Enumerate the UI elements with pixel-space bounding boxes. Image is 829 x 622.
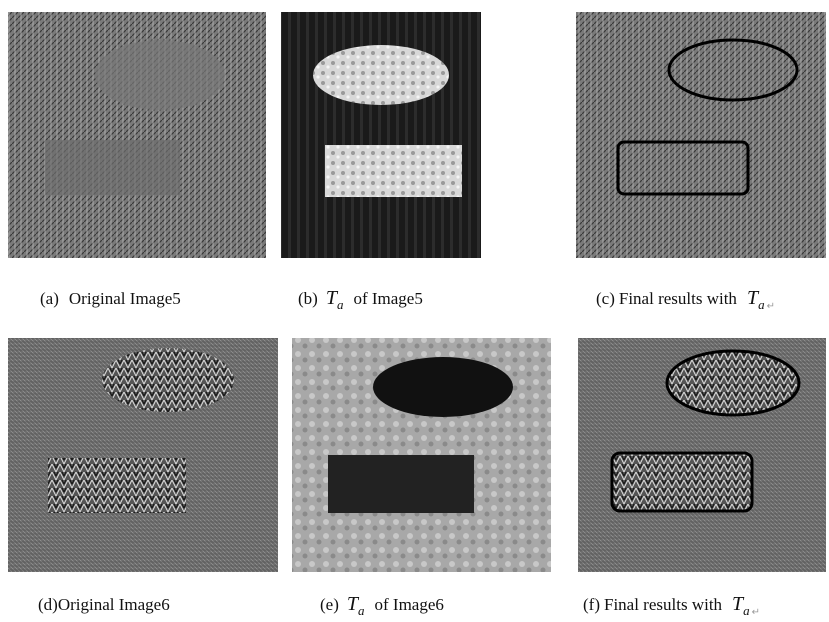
panel-d	[8, 338, 278, 572]
caption: Final results with	[604, 595, 723, 614]
panel-a	[8, 12, 266, 258]
subscript: a	[743, 603, 750, 617]
label: (b)	[298, 289, 318, 308]
ellipse-region	[373, 357, 513, 417]
label: (e)	[320, 595, 339, 614]
caption: Final results with	[619, 289, 738, 308]
panel-f	[578, 338, 826, 572]
rect-region	[325, 145, 462, 197]
label: (d)	[38, 595, 58, 614]
caption-a: (a) Original Image5	[40, 289, 181, 308]
caption: Original Image5	[69, 289, 181, 308]
panel-e	[292, 338, 551, 572]
caption-d: (d)Original Image6	[38, 595, 170, 614]
rect-region	[45, 140, 180, 195]
rect-outline	[612, 453, 752, 511]
ellipse-region	[313, 45, 449, 105]
caption: Original Image6	[58, 595, 170, 614]
label: (c)	[596, 289, 615, 308]
rect-region	[328, 455, 474, 513]
caption: of Image6	[375, 595, 444, 614]
subscript: a	[358, 603, 365, 617]
ellipse-region	[95, 40, 225, 110]
subscript: a	[337, 297, 344, 312]
caption: of Image5	[353, 289, 422, 308]
panel-c	[576, 12, 826, 258]
label: (f)	[583, 595, 600, 614]
label: (a)	[40, 289, 59, 308]
ellipse-region	[102, 348, 234, 412]
ellipse-outline	[667, 351, 799, 415]
subscript: a	[758, 297, 765, 312]
end-mark: ↵	[752, 607, 760, 617]
end-mark: ↵	[767, 301, 775, 312]
image	[576, 12, 826, 258]
rect-region	[48, 458, 186, 513]
panel-b	[281, 12, 481, 258]
page: {"figure": {"panels": [ {"label": "(a)",…	[0, 0, 829, 617]
figure: (a)Original Image5 (b)Taof Image5 (c)Fin…	[0, 0, 829, 617]
